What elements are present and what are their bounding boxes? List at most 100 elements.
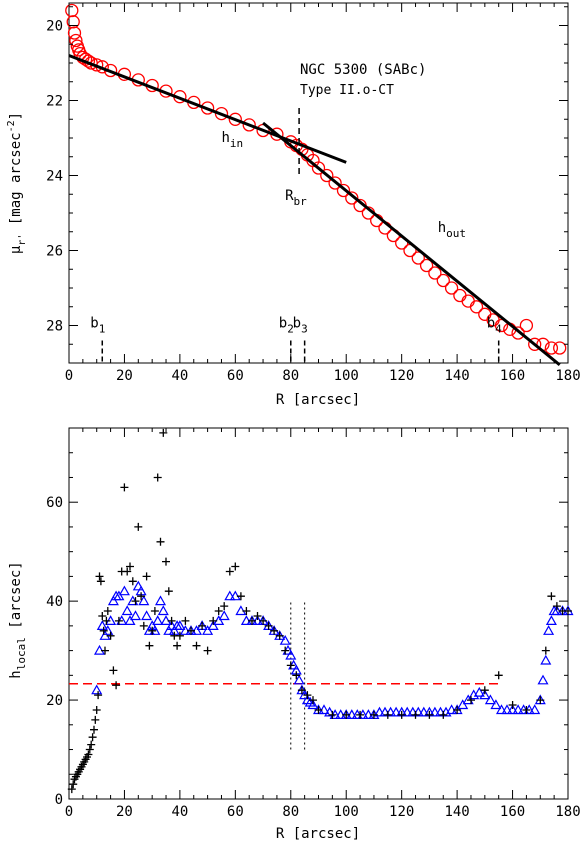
triangle-point	[418, 706, 430, 717]
plus-point	[137, 592, 146, 601]
marker-label-b2-main: b	[279, 315, 287, 331]
plus-point	[425, 710, 434, 719]
plus-point	[69, 780, 78, 789]
plus-point	[181, 616, 190, 625]
profile-point	[311, 161, 326, 175]
plus-point	[236, 592, 245, 601]
plus-point	[103, 607, 112, 615]
triangle-point	[495, 704, 508, 715]
plus-point	[148, 626, 157, 635]
triangle-point	[429, 706, 441, 717]
local-scale-length-panel: 0 20 40 60 80 100 120 140 160 180 0 20 40 60 R [arcse…	[8, 427, 581, 842]
triangle-point	[113, 590, 125, 601]
profile-point	[453, 288, 467, 303]
profile-point	[461, 294, 475, 308]
x-tick-label: 100	[334, 368, 359, 384]
plus-point	[102, 616, 111, 625]
profile-point	[320, 168, 334, 183]
x-tick-label: 0	[65, 368, 73, 384]
triangle-point	[141, 610, 153, 621]
marker-label-b2: b2	[279, 315, 294, 335]
break-radius-label: Rbr	[285, 188, 307, 208]
triangle-point	[107, 595, 119, 606]
y-tick-label: 60	[46, 495, 63, 511]
x-tick-label: 80	[282, 368, 299, 384]
plus-point	[314, 706, 323, 714]
triangle-point	[457, 699, 469, 710]
plus-point	[225, 567, 234, 576]
y-tick-label: 26	[46, 244, 63, 260]
triangle-point	[91, 684, 103, 695]
profile-point	[69, 33, 83, 48]
profile-point	[494, 318, 509, 333]
plus-point	[369, 710, 378, 719]
plus-point	[67, 785, 76, 794]
plus-point	[286, 661, 295, 670]
outer-scale-label-main: h	[438, 220, 446, 236]
plus-point	[95, 572, 104, 581]
plus-point	[383, 710, 392, 719]
triangle-point	[484, 694, 496, 705]
break-radius-label-main: R	[285, 188, 294, 204]
x-tick-label: 180	[555, 804, 580, 820]
y-axis-label-rest: [arcsec]	[8, 561, 24, 637]
plot-frame	[68, 427, 569, 800]
triangle-point	[529, 704, 541, 715]
profile-point	[544, 341, 559, 355]
x-tick-label: 60	[227, 368, 244, 384]
inner-fit-line	[68, 54, 347, 164]
plus-point	[153, 473, 162, 482]
profile-point	[336, 183, 351, 198]
plus-point	[85, 745, 94, 754]
triangle-point	[152, 615, 164, 625]
plus-point	[162, 557, 170, 566]
plus-point	[142, 572, 151, 581]
marker-label-b4-sub: 4	[495, 322, 502, 335]
marker-label-b1-main: b	[90, 315, 98, 331]
triangle-point	[96, 620, 108, 630]
plus-point	[564, 607, 572, 615]
y-tick-label: 28	[46, 319, 63, 335]
plus-point	[209, 616, 218, 625]
triangle-point	[540, 654, 552, 665]
plus-point	[91, 715, 100, 724]
triangle-point	[132, 580, 144, 591]
triangle-point	[512, 704, 524, 715]
triangle-point	[224, 590, 236, 601]
triangle-point	[124, 615, 136, 625]
marker-label-b1-sub: 1	[99, 322, 106, 335]
triangle-point	[490, 699, 502, 710]
plus-point	[248, 616, 256, 625]
x-tick-label: 20	[116, 368, 133, 384]
outer-fit-line	[262, 121, 561, 367]
plus-point	[173, 641, 182, 650]
plus-point	[292, 671, 301, 680]
plus-point	[328, 710, 337, 719]
plus-point	[508, 701, 517, 709]
plus-point	[192, 641, 201, 650]
triangle-point	[307, 699, 319, 710]
plus-point	[203, 646, 212, 655]
x-tick-label: 140	[444, 368, 469, 384]
plus-point	[187, 626, 195, 635]
plus-point	[112, 681, 121, 690]
chart-title: NGC 5300 (SABc)	[300, 62, 426, 78]
y-axis-label-main: h	[8, 670, 24, 678]
y-tick-label: 24	[46, 169, 63, 185]
profile-point	[528, 337, 542, 351]
plus-point	[167, 616, 176, 625]
marker-label-b1: b1	[90, 315, 105, 335]
plus-point	[87, 740, 96, 749]
plus-point	[99, 626, 108, 635]
triangle-point	[537, 674, 549, 685]
plus-point	[156, 537, 165, 546]
plus-point	[101, 646, 109, 655]
plus-point	[397, 710, 406, 719]
profile-point	[345, 191, 359, 205]
y-axis-label-rest: [mag arcsec	[8, 132, 24, 233]
plus-point	[467, 696, 475, 705]
plus-point	[259, 616, 268, 625]
profile-point	[328, 176, 342, 190]
plus-point	[139, 621, 148, 630]
marker-label-b3: b3	[293, 315, 308, 335]
